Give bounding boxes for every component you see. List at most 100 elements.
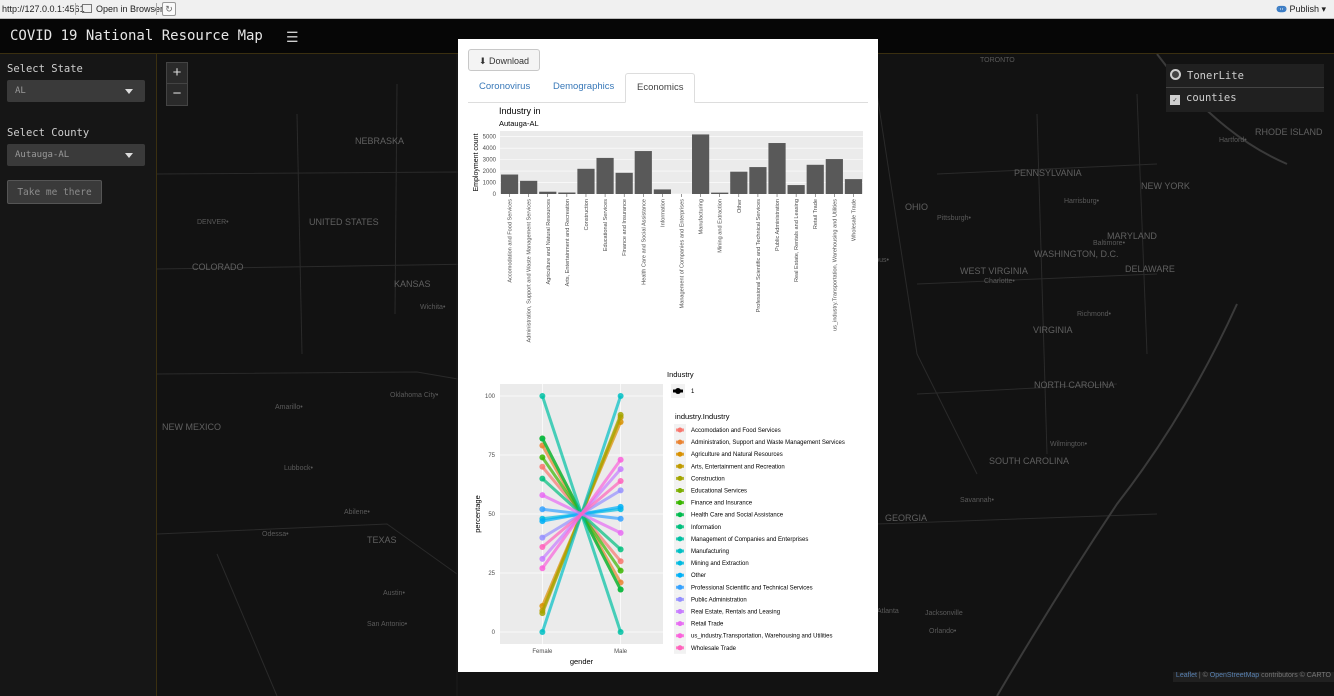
map-label: DELAWARE: [1125, 264, 1175, 274]
data-point: [539, 518, 546, 525]
sidebar: Select State AL Select County Autauga-AL…: [0, 54, 157, 696]
county-details-modal: ⬇ Download Coronovirus Demographics Econ…: [458, 39, 878, 672]
radio-icon[interactable]: [1170, 69, 1181, 80]
y-tick-label: 5000: [483, 135, 497, 141]
legend-label: Wholesale Trade: [691, 646, 737, 652]
layer-control: TonerLite ✓ counties: [1166, 64, 1324, 112]
data-point: [617, 393, 624, 399]
base-layer-label: TonerLite: [1187, 70, 1244, 82]
data-point: [539, 454, 546, 461]
data-point: [539, 515, 546, 522]
attribution-separator: | ©: [1196, 672, 1210, 679]
map-label: RHODE ISLAND: [1255, 127, 1323, 137]
toolbar-divider: [156, 3, 157, 15]
x-tick-label: Real Estate, Rentals and Leasing: [794, 199, 800, 282]
legend-label: Finance and Insurance: [691, 501, 753, 507]
series-line: [541, 458, 622, 570]
data-point: [539, 629, 546, 635]
legend-label: Manufacturing: [691, 549, 729, 555]
overlay-layer-option[interactable]: ✓ counties: [1170, 92, 1237, 108]
legend-key-point: [675, 388, 681, 394]
bar: [787, 185, 805, 194]
series-line: [541, 493, 622, 535]
y-tick-label: 0: [492, 630, 496, 636]
series-line: [541, 437, 622, 591]
legend-key: [674, 629, 686, 642]
x-tick-label: Professional Scientific and Technical Se…: [756, 199, 762, 313]
county-label: Select County: [7, 127, 90, 139]
bar: [768, 143, 786, 194]
download-button[interactable]: ⬇ Download: [468, 49, 540, 71]
legend-key: [674, 460, 686, 473]
state-select[interactable]: AL: [7, 80, 145, 102]
osm-link[interactable]: OpenStreetMap: [1209, 672, 1260, 679]
y-tick-label: 25: [488, 571, 495, 577]
data-point: [617, 586, 624, 593]
series-line: [542, 505, 621, 523]
legend-key-point: [677, 633, 683, 639]
series-line: [541, 465, 622, 563]
legend-label: Educational Services: [691, 489, 747, 495]
legend-key: [674, 581, 686, 594]
data-point: [617, 558, 624, 565]
bar: [825, 159, 843, 194]
x-tick-label: Female: [532, 649, 553, 655]
data-point: [617, 515, 624, 522]
open-in-browser-button[interactable]: Open in Browser: [82, 4, 163, 14]
y-tick-label: 0: [493, 192, 497, 198]
legend-label: Real Estate, Rentals and Leasing: [691, 610, 780, 616]
x-tick-label: Retail Trade: [813, 199, 819, 229]
legend-key: [674, 545, 686, 557]
publish-label: Publish: [1289, 4, 1319, 14]
zoom-control: + −: [166, 62, 188, 106]
data-point: [539, 475, 546, 482]
tab-coronovirus[interactable]: Coronovirus: [479, 81, 531, 92]
chevron-down-icon: [125, 89, 133, 94]
legend-label: Agriculture and Natural Resources: [691, 452, 783, 458]
map-label: Richmond•: [1077, 311, 1111, 318]
x-tick-label: Wholesale Trade: [851, 199, 857, 241]
data-point: [539, 603, 546, 610]
checkbox-icon[interactable]: ✓: [1170, 95, 1180, 105]
legend-key: [674, 593, 686, 606]
x-tick-label: Health Care and Social Assistance: [641, 199, 647, 285]
menu-toggle-icon[interactable]: ☰: [286, 29, 299, 45]
bar: [520, 180, 538, 194]
tab-economics[interactable]: Economics: [625, 73, 696, 103]
map-label: Amarillo•: [275, 404, 303, 411]
leaflet-link[interactable]: Leaflet: [1175, 672, 1197, 679]
download-label: Download: [489, 56, 530, 66]
base-layer-option[interactable]: TonerLite: [1170, 69, 1244, 85]
url-text[interactable]: http://127.0.0.1:4561: [2, 4, 85, 14]
series-line: [540, 421, 623, 607]
legend-key: [674, 496, 686, 509]
data-point: [617, 567, 624, 574]
x-tick-label: Construction: [584, 199, 590, 230]
legend-key-point: [677, 596, 683, 602]
data-point: [539, 565, 546, 572]
data-point: [539, 435, 546, 442]
series-line: [542, 507, 621, 521]
zoom-in-button[interactable]: +: [172, 64, 182, 81]
county-select[interactable]: Autauga-AL: [7, 144, 145, 166]
y-tick-label: 1000: [483, 181, 497, 187]
map-label: Jacksonville: [925, 610, 963, 617]
y-tick-label: 4000: [483, 146, 497, 152]
x-tick-label: Male: [614, 649, 628, 655]
refresh-icon[interactable]: ↻: [162, 2, 176, 16]
data-point: [617, 503, 624, 510]
data-point: [617, 466, 624, 473]
map-label: MARYLAND: [1107, 231, 1157, 241]
overlay-layer-label: counties: [1186, 92, 1237, 104]
chart-subtitle: Autauga-AL: [499, 119, 539, 128]
legend-title: industry.Industry: [675, 412, 730, 421]
map-label: DENVER•: [197, 219, 229, 226]
publish-button[interactable]: ↈ Publish ▾: [1276, 4, 1326, 14]
zoom-out-button[interactable]: −: [167, 83, 187, 104]
open-in-browser-label: Open in Browser: [96, 4, 164, 14]
x-tick-label: Public Administration: [775, 199, 781, 251]
x-tick-label: Accomodation and Food Services: [508, 199, 514, 283]
take-me-there-button[interactable]: Take me there: [7, 180, 102, 204]
tab-demographics[interactable]: Demographics: [553, 81, 615, 92]
bar: [577, 168, 595, 194]
